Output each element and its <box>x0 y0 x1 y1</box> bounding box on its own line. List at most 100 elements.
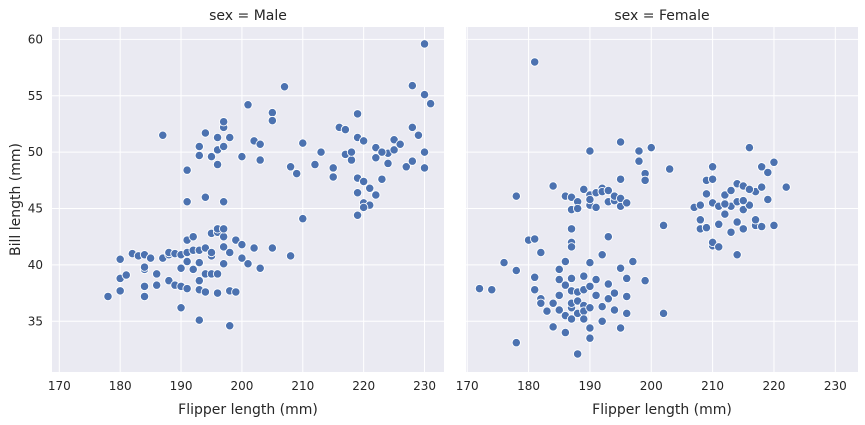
data-point <box>579 184 589 195</box>
data-point <box>530 234 540 244</box>
data-point <box>554 264 564 275</box>
data-point <box>579 314 589 324</box>
data-point <box>139 262 150 272</box>
data-point <box>158 130 168 140</box>
data-point <box>720 199 730 209</box>
data-point <box>231 287 241 297</box>
data-point <box>194 315 204 325</box>
data-point <box>352 188 363 198</box>
data-point <box>695 200 705 210</box>
data-point <box>200 192 211 202</box>
data-point <box>285 162 296 172</box>
data-point <box>763 167 773 178</box>
data-point <box>585 323 595 333</box>
data-point <box>707 237 718 247</box>
data-point <box>371 153 381 163</box>
data-point <box>389 135 399 145</box>
x-tick-label: 230 <box>824 379 847 393</box>
data-point <box>219 141 229 152</box>
data-point <box>139 291 150 302</box>
data-point <box>591 202 601 213</box>
x-tick-label: 190 <box>578 379 601 393</box>
data-point <box>548 322 558 332</box>
data-point <box>530 285 540 295</box>
data-point <box>383 158 393 169</box>
data-point <box>267 243 277 253</box>
data-point <box>194 150 204 161</box>
data-point <box>738 204 748 215</box>
y-tick-label: 50 <box>28 145 43 159</box>
data-point <box>597 316 607 326</box>
data-point <box>219 242 229 252</box>
data-point <box>536 298 546 308</box>
data-point <box>419 89 430 100</box>
data-point <box>560 327 571 338</box>
data-point <box>103 291 113 302</box>
panel-title: sex = Male <box>209 8 287 24</box>
data-point <box>615 263 626 273</box>
data-point <box>597 301 607 312</box>
data-point <box>182 197 192 207</box>
data-point <box>566 273 577 284</box>
data-point <box>554 274 564 285</box>
data-point <box>566 224 577 234</box>
y-tick-label: 35 <box>28 314 43 328</box>
data-point <box>560 280 571 290</box>
data-point <box>219 117 229 127</box>
data-point <box>365 183 375 193</box>
data-point <box>572 296 583 306</box>
data-point <box>603 185 613 196</box>
data-point <box>622 291 632 302</box>
data-point <box>744 184 755 195</box>
data-point <box>591 274 601 285</box>
data-point <box>401 162 411 172</box>
x-tick-label: 180 <box>517 379 540 393</box>
data-point <box>359 176 369 187</box>
data-point <box>255 263 265 273</box>
data-point <box>219 224 229 234</box>
data-point <box>200 243 211 253</box>
data-point <box>769 220 779 231</box>
data-point <box>566 314 577 324</box>
y-tick-label: 45 <box>28 202 43 216</box>
data-point <box>115 254 125 264</box>
data-point <box>377 147 387 157</box>
data-point <box>714 242 724 252</box>
y-axis-label: Bill length (mm) <box>8 143 24 256</box>
data-point <box>695 215 705 225</box>
y-tick-label: 60 <box>28 32 43 46</box>
data-point <box>744 142 755 153</box>
y-tick-label: 55 <box>28 89 43 103</box>
data-point <box>346 155 357 165</box>
data-point <box>419 163 430 173</box>
data-point <box>212 159 223 170</box>
data-point <box>176 303 186 313</box>
data-point <box>720 190 730 200</box>
data-point <box>585 194 595 205</box>
data-point <box>511 265 521 276</box>
x-tick-label: 210 <box>701 379 724 393</box>
data-point <box>585 333 595 343</box>
data-point <box>732 217 742 227</box>
data-point <box>622 273 632 284</box>
data-point <box>622 198 632 208</box>
data-point <box>615 174 626 184</box>
data-point <box>243 100 253 110</box>
data-point <box>292 168 302 179</box>
plot-area <box>52 27 444 372</box>
data-point <box>212 132 223 143</box>
data-point <box>738 195 748 206</box>
data-point <box>219 197 229 207</box>
data-point <box>615 193 626 204</box>
data-point <box>591 290 601 300</box>
data-point <box>615 137 626 147</box>
data-point <box>714 219 724 229</box>
data-point <box>182 256 192 267</box>
data-point <box>219 232 229 242</box>
data-point <box>542 306 552 316</box>
data-point <box>707 174 718 184</box>
y-tick-label: 40 <box>28 258 43 272</box>
data-point <box>769 157 779 167</box>
data-point <box>744 200 755 210</box>
